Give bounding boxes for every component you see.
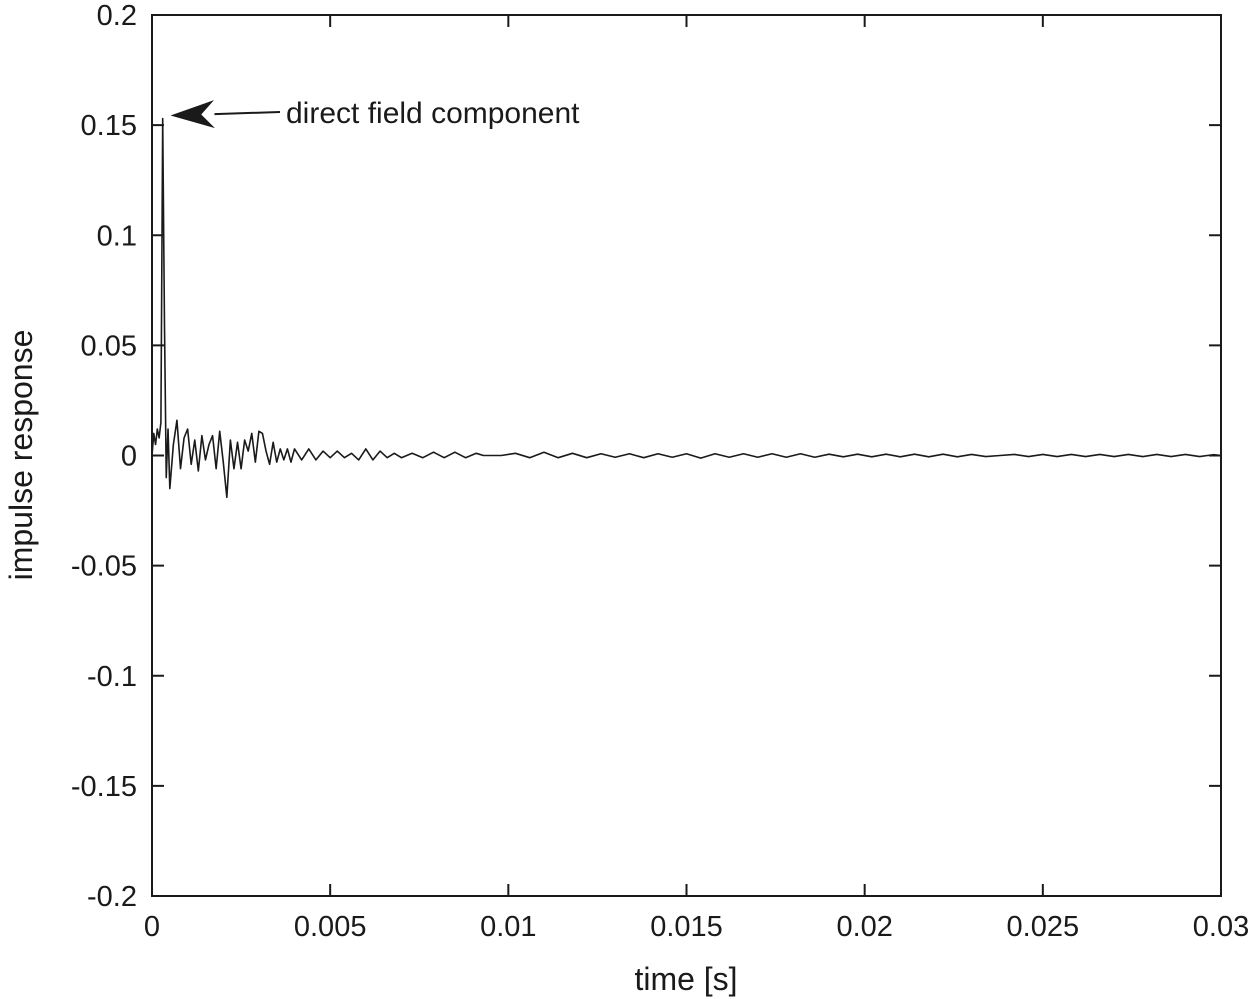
impulse-response-line bbox=[151, 117, 1222, 499]
x-tick-label: 0.025 bbox=[1007, 911, 1080, 943]
plot-area bbox=[151, 14, 1222, 897]
annotation-group: direct field component bbox=[170, 97, 580, 130]
y-tick-label: -0.15 bbox=[71, 771, 137, 803]
x-tick-label: 0.03 bbox=[1193, 911, 1249, 943]
x-tick-label: 0.005 bbox=[294, 911, 367, 943]
x-tick-label: 0 bbox=[144, 911, 160, 943]
y-axis-label: impulse response bbox=[3, 330, 39, 581]
x-tick-label: 0.02 bbox=[836, 911, 892, 943]
y-tick-label: 0.15 bbox=[81, 110, 137, 142]
annotation-text: direct field component bbox=[286, 97, 580, 130]
y-tick-label: 0 bbox=[121, 441, 137, 473]
y-tick-label: 0.1 bbox=[97, 220, 137, 252]
x-tick-label: 0.015 bbox=[650, 911, 723, 943]
y-axis-ticks: -0.2 -0.15 -0.1 -0.05 0 0.05 0.1 0.15 0.2 bbox=[71, 0, 1221, 913]
x-tick-label: 0.01 bbox=[480, 911, 536, 943]
x-axis-label: time [s] bbox=[634, 961, 737, 997]
annotation-arrow-line bbox=[214, 111, 281, 116]
y-tick-label: -0.05 bbox=[71, 551, 137, 583]
y-tick-label: -0.2 bbox=[87, 881, 137, 913]
x-axis-ticks: 0 0.005 0.01 0.015 0.02 0.025 0.03 bbox=[144, 15, 1249, 943]
y-tick-label: 0.2 bbox=[97, 0, 137, 32]
y-tick-label: 0.05 bbox=[81, 330, 137, 362]
annotation-arrow-head bbox=[170, 100, 215, 129]
y-tick-label: -0.1 bbox=[87, 661, 137, 693]
